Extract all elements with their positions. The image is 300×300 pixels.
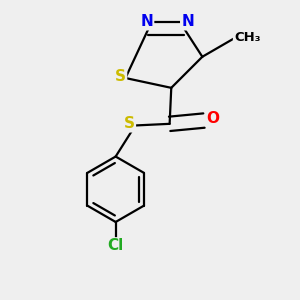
Text: N: N — [181, 14, 194, 29]
Text: CH₃: CH₃ — [234, 31, 260, 44]
Text: Cl: Cl — [107, 238, 124, 253]
Text: O: O — [207, 111, 220, 126]
Text: S: S — [124, 116, 135, 131]
Text: S: S — [115, 69, 126, 84]
Text: N: N — [140, 14, 153, 29]
